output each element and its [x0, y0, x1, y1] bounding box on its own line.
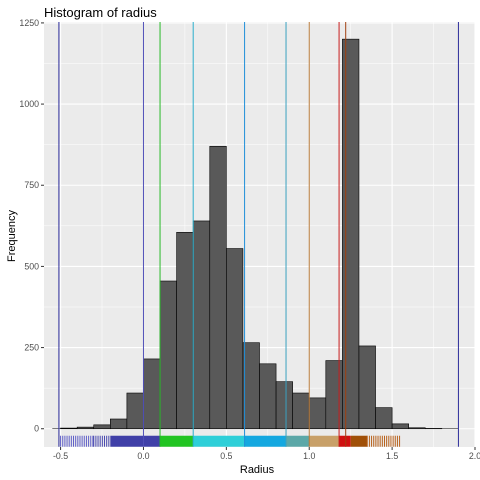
y-tick-label: 750: [24, 180, 39, 190]
color-band: [339, 435, 351, 447]
plot-panel: [44, 22, 476, 447]
y-tick-label: 500: [24, 261, 39, 271]
color-band: [309, 435, 340, 447]
y-tick-label: 1250: [19, 18, 39, 28]
histogram-bar: [126, 392, 144, 430]
histogram-bar: [308, 397, 327, 430]
y-axis: 0 250 500 750 1000 1250: [19, 18, 44, 434]
x-tick-label: 0.5: [220, 451, 232, 461]
histogram-bar: [176, 232, 194, 430]
color-band: [244, 435, 287, 447]
x-tick-label: -0.5: [53, 451, 68, 461]
histogram-bar: [358, 345, 376, 430]
histogram-bar: [325, 360, 343, 430]
y-tick-label: 0: [34, 424, 39, 434]
color-band: [193, 435, 245, 447]
histogram-bar: [110, 418, 128, 430]
y-tick-label: 250: [24, 343, 39, 353]
histogram-bar: [226, 248, 244, 430]
histogram-bar: [342, 38, 360, 430]
histogram-bar: [259, 363, 277, 430]
x-tick-label: 1.5: [386, 451, 398, 461]
histogram-bar: [192, 220, 211, 430]
histogram-bar: [159, 280, 177, 430]
chart-title: Histogram of radius: [44, 5, 157, 20]
histogram-bar: [391, 423, 409, 430]
histogram-bar: [93, 424, 111, 430]
color-band: [160, 435, 194, 447]
x-tick-label: 0.0: [137, 451, 149, 461]
histogram-bar: [292, 392, 310, 430]
histogram-bar: [242, 342, 260, 430]
y-tick-label: 1000: [19, 99, 39, 109]
histogram-bar: [143, 358, 161, 430]
x-tick-label: 2.0: [469, 451, 480, 461]
histogram-bar: [209, 145, 227, 430]
histogram-bar: [275, 381, 293, 430]
x-tick-label: 1.0: [303, 451, 315, 461]
color-band: [286, 435, 310, 447]
color-band: [350, 435, 368, 447]
y-axis-title: Frequency: [6, 210, 18, 262]
histogram-bar: [375, 407, 393, 430]
color-band: [110, 435, 161, 447]
x-axis-title: Radius: [240, 464, 275, 476]
x-axis: -0.5 0.0 0.5 1.0 1.5 2.0: [53, 447, 480, 461]
